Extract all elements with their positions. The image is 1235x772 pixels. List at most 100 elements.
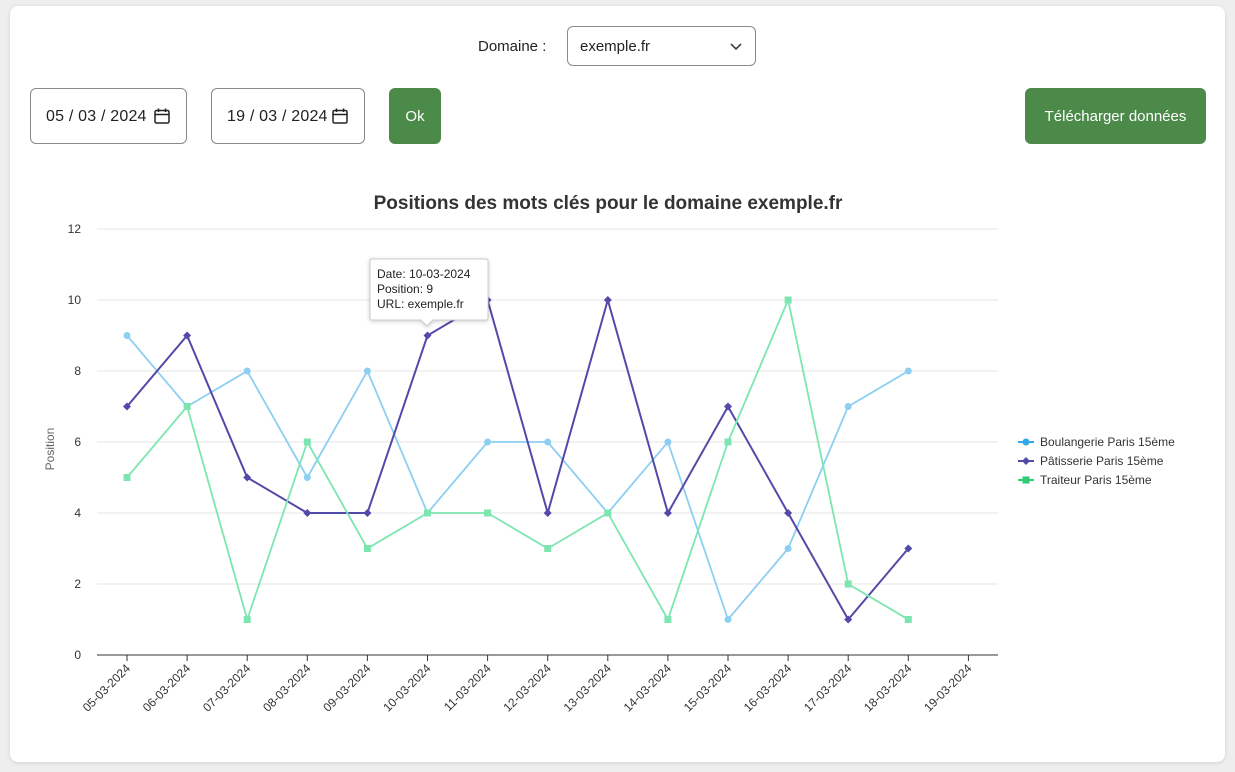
chart-title: Positions des mots clés pour le domaine … (374, 193, 843, 214)
data-point[interactable] (663, 509, 672, 517)
data-point[interactable] (784, 509, 793, 517)
data-point[interactable] (423, 331, 432, 340)
legend-item[interactable]: Traiteur Paris 15ème (1018, 473, 1152, 487)
data-point[interactable] (664, 438, 672, 446)
domain-select-value: exemple.fr (580, 38, 651, 55)
calendar-icon (154, 108, 170, 124)
series-0 (123, 332, 912, 623)
series-line (126, 334, 909, 622)
calendar-icon (332, 108, 348, 124)
start-date-value: 05 / 03 / 2024 (46, 108, 147, 125)
data-point[interactable] (243, 473, 252, 482)
data-point[interactable] (543, 509, 552, 517)
tooltip-position: Position: 9 (377, 282, 433, 296)
data-point[interactable] (724, 402, 732, 411)
x-tick-label: 09-03-2024 (320, 661, 374, 715)
ok-button[interactable]: Ok (389, 88, 441, 144)
tooltip-url: URL: exemple.fr (377, 297, 464, 311)
data-point[interactable] (123, 332, 131, 339)
x-tick-label: 05-03-2024 (80, 661, 134, 715)
x-tick-label: 08-03-2024 (260, 661, 314, 715)
data-point[interactable] (904, 367, 912, 375)
x-tick-label: 11-03-2024 (441, 661, 494, 714)
legend-label: Pâtisserie Paris 15ème (1040, 454, 1164, 468)
tooltip-date: Date: 10-03-2024 (377, 267, 471, 281)
x-axis-ticks: 05-03-2024 06-03-2024 07-03-2024 08-03-2024… (80, 655, 975, 715)
tooltip-box (369, 258, 489, 327)
x-tick-label: 06-03-2024 (140, 661, 194, 715)
data-point[interactable] (664, 616, 672, 623)
x-tick-label: 07-03-2024 (200, 661, 254, 715)
data-point[interactable] (123, 474, 131, 481)
end-date-input[interactable]: 19 / 03 / 2024 (211, 88, 365, 144)
y-tick-label: 4 (74, 506, 81, 520)
data-point[interactable] (604, 509, 612, 517)
data-point[interactable] (844, 403, 852, 410)
series-1 (123, 296, 913, 624)
data-point[interactable] (123, 402, 131, 411)
data-point[interactable] (484, 438, 492, 446)
y-tick-label: 10 (68, 293, 82, 307)
data-point[interactable] (303, 438, 311, 446)
data-point[interactable] (183, 331, 192, 340)
y-tick-label: 2 (74, 577, 81, 591)
legend-item[interactable]: Pâtisserie Paris 15ème (1018, 454, 1164, 468)
data-point[interactable] (363, 509, 372, 517)
domain-select[interactable]: exemple.fr (567, 26, 756, 66)
data-point[interactable] (724, 438, 732, 446)
legend-label: Boulangerie Paris 15ème (1040, 435, 1175, 449)
y-tick-label: 6 (74, 435, 81, 449)
data-point[interactable] (1022, 438, 1030, 446)
legend-label: Traiteur Paris 15ème (1040, 473, 1152, 487)
y-axis-title: Position (43, 428, 57, 471)
data-point[interactable] (544, 545, 552, 552)
data-point[interactable] (484, 509, 492, 517)
download-data-button[interactable]: Télécharger données (1025, 88, 1206, 144)
legend-item[interactable]: Boulangerie Paris 15ème (1018, 435, 1175, 449)
chart-tooltip: Date: 10-03-2024 Position: 9 URL: exempl… (369, 258, 489, 327)
y-tick-label: 8 (74, 364, 81, 378)
chart-legend[interactable]: Boulangerie Paris 15ème Pâtisserie Paris … (1018, 435, 1175, 487)
series-2 (123, 296, 912, 623)
data-point[interactable] (424, 509, 431, 517)
data-point[interactable] (904, 544, 913, 553)
x-tick-label: 10-03-2024 (380, 661, 434, 715)
main-card: Domaine : exemple.fr 05 / 03 / 2024 19 /… (10, 6, 1225, 762)
y-tick-label: 12 (68, 222, 82, 236)
x-tick-label: 14-03-2024 (621, 661, 675, 715)
y-tick-label: 0 (74, 648, 81, 662)
x-tick-label: 16-03-2024 (741, 661, 795, 715)
x-tick-label: 18-03-2024 (861, 661, 915, 715)
data-point[interactable] (724, 616, 732, 623)
data-point[interactable] (844, 580, 852, 588)
domain-label: Domaine : (478, 38, 547, 55)
data-point[interactable] (183, 403, 191, 410)
series-line (126, 296, 910, 622)
chart-series (123, 296, 913, 624)
data-point[interactable] (603, 296, 612, 304)
x-tick-label: 17-03-2024 (801, 661, 855, 715)
data-point[interactable] (303, 509, 312, 517)
data-point[interactable] (363, 367, 371, 375)
chevron-down-icon (730, 43, 742, 51)
positions-chart: Positions des mots clés pour le domaine … (43, 193, 1175, 715)
data-point[interactable] (784, 296, 792, 304)
end-date-value: 19 / 03 / 2024 (227, 108, 328, 125)
data-point[interactable] (784, 545, 792, 552)
x-tick-label: 12-03-2024 (501, 661, 555, 715)
data-point[interactable] (243, 616, 251, 623)
data-point[interactable] (1022, 476, 1030, 484)
data-point[interactable] (1022, 457, 1030, 465)
series-line (126, 297, 909, 623)
x-tick-label: 13-03-2024 (561, 661, 615, 715)
data-point[interactable] (363, 545, 371, 552)
start-date-input[interactable]: 05 / 03 / 2024 (30, 88, 187, 144)
data-point[interactable] (544, 438, 552, 446)
y-axis-ticks: 0 2 4 6 8 10 12 (68, 222, 82, 662)
data-point[interactable] (243, 367, 251, 375)
data-point[interactable] (303, 474, 311, 481)
x-tick-label: 19-03-2024 (921, 661, 975, 715)
data-point[interactable] (904, 616, 912, 623)
data-point[interactable] (844, 615, 853, 624)
x-tick-label: 15-03-2024 (681, 661, 735, 715)
